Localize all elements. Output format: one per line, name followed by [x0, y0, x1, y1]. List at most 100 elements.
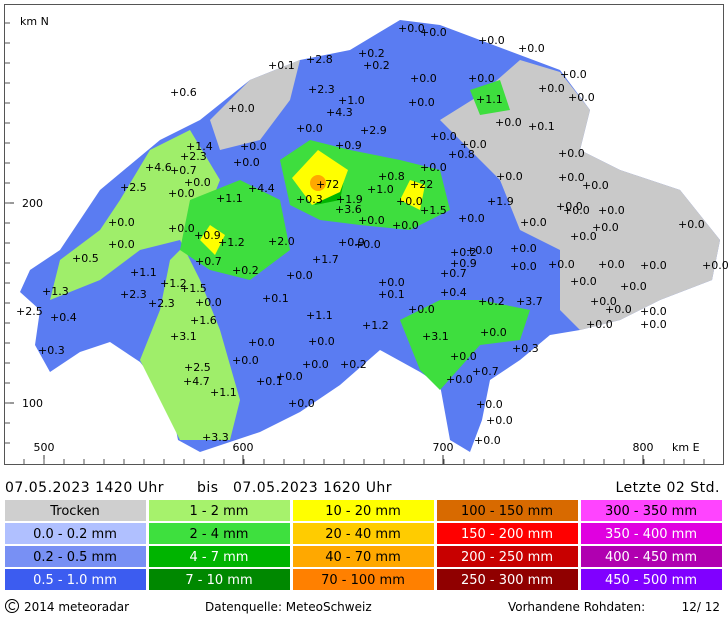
header-period: Letzte 02 Std.	[615, 480, 720, 496]
legend-label: Trocken	[49, 504, 100, 519]
station-value: +0.1	[268, 59, 295, 72]
station-value: +0.6	[170, 86, 197, 99]
station-value: +0.0	[640, 305, 667, 318]
station-value: +0.0	[228, 102, 255, 115]
legend-label: 0.2 - 0.5 mm	[33, 550, 117, 565]
legend-swatch	[149, 546, 290, 567]
station-value: +0.0	[598, 258, 625, 271]
station-value: +1.1	[130, 266, 157, 279]
station-value: +0.3	[296, 193, 323, 206]
station-value: +0.0	[302, 358, 329, 371]
station-value: +0.0	[168, 222, 195, 235]
station-value: +3.6	[335, 203, 362, 216]
station-value: +0.0	[468, 72, 495, 85]
legend-swatch	[5, 569, 146, 590]
station-value: +0.0	[518, 42, 545, 55]
station-value: +0.9	[450, 257, 477, 270]
station-value: +0.0	[430, 130, 457, 143]
station-value: +0.7	[195, 255, 222, 268]
station-value: +0.0	[560, 68, 587, 81]
legend-swatch	[5, 546, 146, 567]
legend-label: 400 - 450 mm	[605, 550, 697, 565]
station-value: +0.0	[408, 303, 435, 316]
station-value: +2.9	[360, 124, 387, 137]
legend-label: 100 - 150 mm	[461, 504, 553, 519]
station-value: +0.0	[476, 398, 503, 411]
station-value: +0.0	[495, 116, 522, 129]
station-value: +4.3	[326, 106, 353, 119]
station-value: +0.0	[392, 219, 419, 232]
station-value: +1.1	[210, 386, 237, 399]
station-value: +0.7	[170, 164, 197, 177]
copyright-c	[8, 602, 16, 610]
station-value: +0.0	[640, 318, 667, 331]
station-value: +2.3	[308, 83, 335, 96]
station-value: +0.0	[548, 258, 575, 271]
station-value: +0.0	[195, 296, 222, 309]
legend-label: 2 - 4 mm	[190, 527, 249, 542]
legend-label: 70 - 100 mm	[321, 573, 405, 588]
station-value: +0.0	[538, 82, 565, 95]
station-value: +0.4	[50, 311, 77, 324]
rain-strong	[400, 180, 425, 210]
station-value: +0.0	[568, 91, 595, 104]
station-value: +1.0	[367, 183, 394, 196]
station-value: +0.0	[620, 280, 647, 293]
rain-moderate	[400, 300, 530, 390]
raw-label: Vorhandene Rohdaten:	[508, 600, 645, 614]
station-value: +1.9	[336, 193, 363, 206]
legend-swatch	[437, 500, 578, 521]
station-value: +0.0	[520, 216, 547, 229]
station-value: +0.9	[335, 139, 362, 152]
station-value: +1.3	[42, 285, 69, 298]
stations: +0.0+0.0+0.0+0.0+0.2+2.8 +0.2+0.1+0.0 +0.0…	[16, 22, 728, 447]
legend-swatch	[437, 546, 578, 567]
station-value: +0.0	[378, 276, 405, 289]
station-value: +0.0	[570, 230, 597, 243]
station-value: +0.2	[450, 246, 477, 259]
station-value: +2.5	[184, 361, 211, 374]
station-value: +0.1	[378, 288, 405, 301]
legend-label: 350 - 400 mm	[605, 527, 697, 542]
station-value: +3.7	[516, 295, 543, 308]
legend-label: 300 - 350 mm	[605, 504, 697, 519]
axes: km N km E 200 100 500 600 700 800	[5, 15, 705, 464]
station-value: +0.1	[256, 375, 283, 388]
station-value: +0.0	[486, 414, 513, 427]
station-value: +0.4	[440, 286, 467, 299]
legend-swatch	[581, 500, 722, 521]
station-value: +0.0	[420, 26, 447, 39]
station-value: +0.0	[460, 138, 487, 151]
station-value: +0.0	[108, 238, 135, 251]
station-value: +0.8	[448, 148, 475, 161]
station-value: +2.3	[148, 297, 175, 310]
station-value: +0.0	[592, 221, 619, 234]
legend-swatch	[293, 546, 434, 567]
station-value: +0.0	[510, 242, 537, 255]
station-value: +3.3	[202, 431, 229, 444]
legend-swatch	[149, 500, 290, 521]
station-value: +0.5	[72, 252, 99, 265]
y-label: 200	[22, 197, 43, 210]
station-value: +0.0	[556, 200, 583, 213]
legend-label: 4 - 7 mm	[190, 550, 249, 565]
station-value: +0.0	[450, 350, 477, 363]
data-source: Datenquelle: MeteoSchweiz	[205, 600, 372, 614]
legend-label: 7 - 10 mm	[185, 573, 252, 588]
station-value: +0.0	[354, 238, 381, 251]
station-value: +0.0	[396, 195, 423, 208]
station-value: +0.2	[363, 59, 390, 72]
station-value: +1.0	[338, 94, 365, 107]
legend-label: 0.0 - 0.2 mm	[33, 527, 117, 542]
station-value: +0.2	[340, 358, 367, 371]
station-value: +2.8	[306, 53, 333, 66]
raw-value: 12/ 12	[682, 600, 720, 614]
station-value: +4.6	[145, 161, 172, 174]
station-value: +0.0	[558, 147, 585, 160]
legend-label: 250 - 300 mm	[461, 573, 553, 588]
legend-swatch	[5, 500, 146, 521]
station-value: +2.3	[180, 150, 207, 163]
dry-area	[440, 60, 720, 330]
legend: Trocken 1 - 2 mm 10 - 20 mm 100 - 150 mm 300…	[5, 500, 722, 590]
